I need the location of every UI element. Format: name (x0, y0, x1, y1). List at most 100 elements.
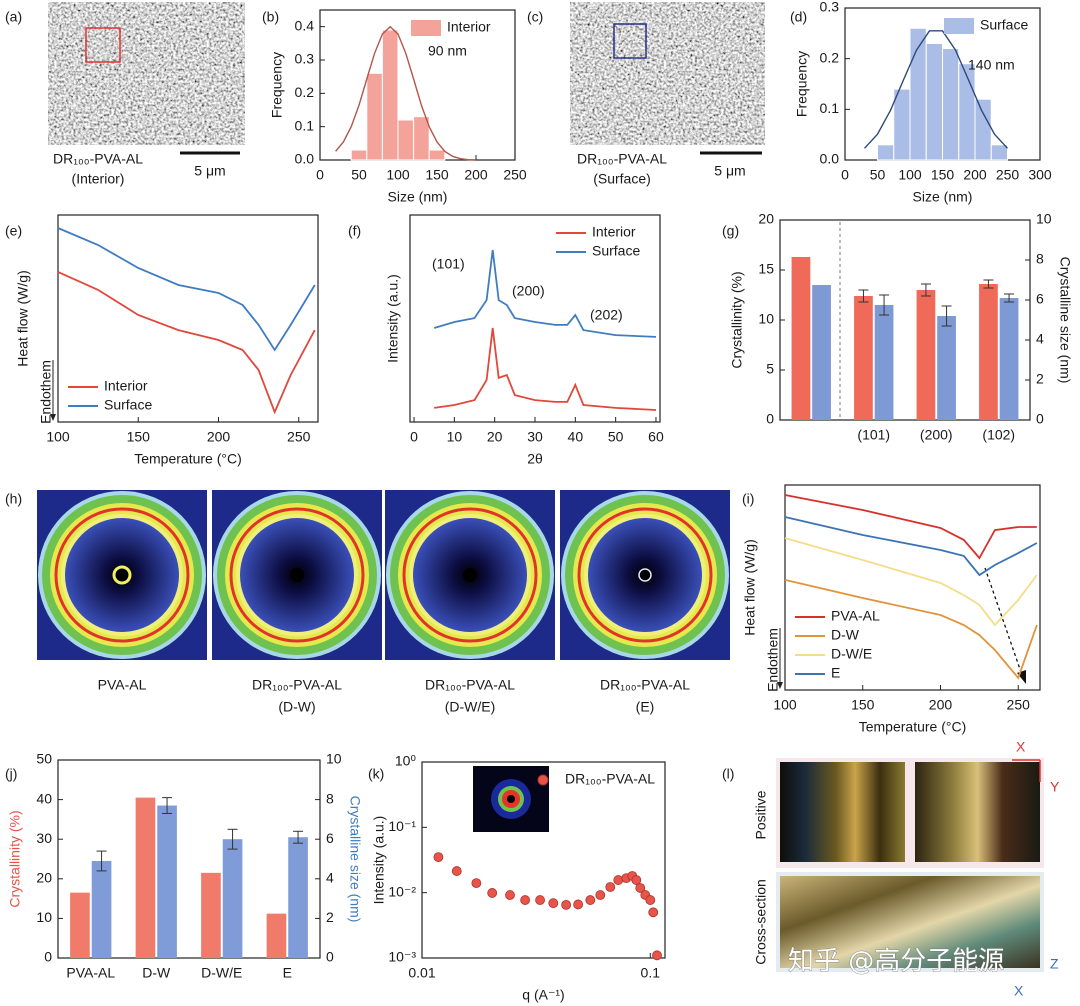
panel-label: (j) (5, 766, 17, 782)
scale-label: 5 μm (714, 163, 745, 179)
y2-axis-label: Crystalline size (nm) (1057, 257, 1073, 384)
beam-stop (112, 565, 132, 585)
legend-label: D-W (831, 627, 860, 643)
y-tick-label: 0.0 (295, 151, 315, 167)
histogram-bar (350, 149, 368, 161)
histogram-bar (974, 98, 992, 161)
image-caption: (E) (636, 699, 655, 715)
image-caption: DR₁₀₀-PVA-AL (252, 677, 342, 693)
image-caption: DR₁₀₀-PVA-AL (53, 151, 143, 167)
x-tick-label: 20 (487, 429, 503, 445)
annotation: 140 nm (968, 57, 1015, 73)
x-tick-label: (102) (982, 427, 1015, 443)
bar (266, 913, 287, 958)
bar (916, 290, 936, 420)
line-series (784, 579, 1038, 680)
y-axis-label: Intensity (a.u.) (385, 274, 401, 363)
x-axis-label: Size (nm) (388, 189, 448, 205)
line-series (784, 537, 1038, 627)
scatter-point (652, 950, 662, 961)
scatter-point (561, 899, 572, 910)
image-caption: (Surface) (593, 171, 651, 187)
line-series (57, 227, 316, 352)
beam-stop (638, 568, 652, 582)
trend-arrow (984, 567, 1023, 676)
plot-frame (57, 759, 321, 959)
x-tick-label: 100 (898, 167, 922, 183)
x-tick-label: 100 (386, 167, 410, 183)
beam-stop (463, 568, 477, 582)
x-tick-label: 0.1 (641, 965, 661, 981)
y-tick-label: 10⁻¹ (388, 818, 416, 834)
bar (937, 316, 956, 420)
panel-label: (e) (5, 223, 22, 239)
endotherm-note: Endothem (38, 360, 54, 424)
line-series (434, 327, 657, 411)
scatter-point (520, 895, 531, 905)
y-tick-label: 10 (36, 909, 52, 925)
x-tick-label: 200 (464, 167, 488, 183)
x-tick-label: (200) (920, 427, 953, 443)
bar (854, 296, 873, 420)
scatter-point (451, 866, 462, 876)
x-tick-label: 250 (503, 167, 527, 183)
x-axis-label: Temperature (°C) (859, 719, 967, 735)
micrograph (915, 762, 1040, 862)
y2-tick-label: 8 (326, 790, 334, 806)
histogram-bar (397, 119, 415, 161)
annotation: 90 nm (428, 43, 467, 59)
y-tick-label: 20 (758, 211, 774, 227)
bar (91, 860, 112, 958)
panel-label: (f) (348, 223, 361, 239)
plot-frame (784, 484, 1041, 691)
x-tick-label: 200 (929, 697, 953, 713)
y-tick-label: 0.1 (820, 100, 840, 116)
y-axis-label: Crystallinity (%) (7, 810, 23, 907)
panel-label: (g) (722, 223, 739, 239)
y-axis-label: Crystallinity (%) (729, 271, 745, 368)
x-tick-label: 50 (351, 167, 367, 183)
fit-curve (335, 25, 477, 161)
bar (979, 284, 998, 420)
x-tick-label: 0.01 (408, 965, 435, 981)
image-caption: (D-W/E) (445, 699, 496, 715)
y-tick-label: 20 (36, 870, 52, 886)
scatter-point (573, 899, 584, 910)
x-tick-label: 60 (648, 429, 664, 445)
x-tick-label: E (283, 965, 292, 981)
legend-label: Surface (104, 397, 152, 413)
panel-label: (l) (722, 766, 734, 782)
x-tick-label: 150 (425, 167, 449, 183)
histogram-bar (958, 63, 976, 161)
x-tick-label: 250 (996, 167, 1020, 183)
legend-label: Interior (447, 19, 491, 35)
annotation: (200) (512, 283, 545, 299)
image-caption: DR₁₀₀-PVA-AL (425, 677, 515, 693)
histogram-bar (381, 29, 399, 161)
y2-tick-label: 2 (1036, 371, 1044, 387)
endotherm-note: Endothem (765, 628, 781, 692)
bar (135, 797, 156, 958)
scatter-point (631, 875, 642, 885)
legend-label: Interior (592, 224, 636, 240)
axis-letter: Z (1050, 956, 1059, 972)
x-tick-label: 200 (207, 429, 231, 445)
x-tick-label: 150 (851, 697, 875, 713)
annotation: (101) (432, 256, 465, 272)
x-tick-label: 150 (931, 167, 955, 183)
x-tick-label: 50 (870, 167, 886, 183)
y2-tick-label: 10 (1036, 211, 1052, 227)
y-tick-label: 0.1 (295, 117, 315, 133)
scatter-point (505, 890, 515, 900)
y-tick-label: 10 (758, 311, 774, 327)
y2-axis-label: Crystalline size (nm) (347, 796, 363, 923)
legend-label: PVA-AL (831, 608, 880, 624)
bar (288, 837, 308, 958)
y-tick-label: 15 (758, 261, 774, 277)
x-tick-label: PVA-AL (66, 965, 115, 981)
panel-label: (b) (262, 9, 279, 25)
scatter-point (635, 883, 646, 893)
endotherm-arrow-head (777, 682, 783, 689)
sem-image (570, 2, 765, 145)
